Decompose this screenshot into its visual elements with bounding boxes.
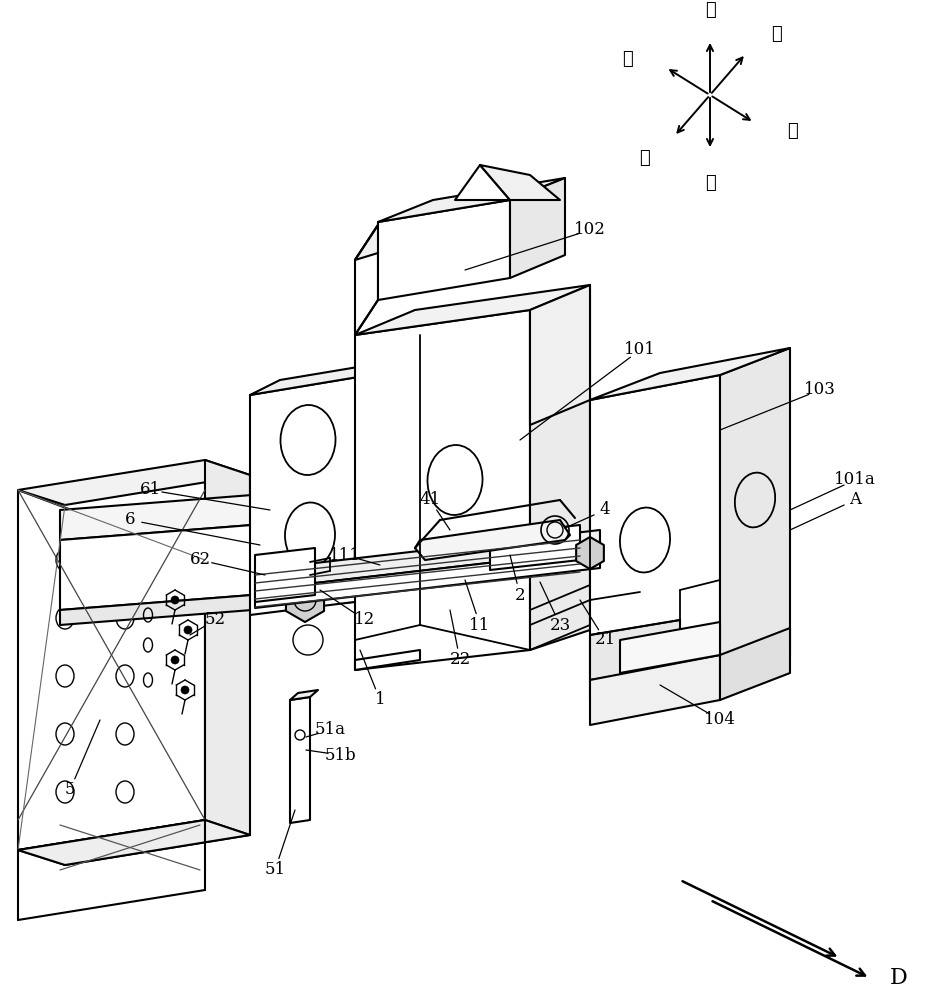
Text: 62: 62 <box>189 552 211 568</box>
Text: 51a: 51a <box>314 722 345 738</box>
Polygon shape <box>355 310 530 670</box>
Text: D: D <box>890 967 908 989</box>
Text: 上: 上 <box>704 1 716 19</box>
Polygon shape <box>60 560 700 625</box>
Polygon shape <box>490 525 580 570</box>
Polygon shape <box>370 360 400 600</box>
Text: 11: 11 <box>469 616 491 634</box>
Text: 2: 2 <box>515 586 525 603</box>
Text: 51b: 51b <box>324 746 355 764</box>
Polygon shape <box>290 697 310 823</box>
Polygon shape <box>590 655 720 725</box>
Polygon shape <box>250 360 400 395</box>
Polygon shape <box>577 537 604 569</box>
Polygon shape <box>60 490 700 610</box>
Text: 51: 51 <box>264 861 285 879</box>
Polygon shape <box>18 460 250 505</box>
Text: 1: 1 <box>375 692 385 708</box>
Text: 4: 4 <box>600 502 610 518</box>
Text: 23: 23 <box>550 616 571 634</box>
Text: 101a: 101a <box>834 472 876 488</box>
Polygon shape <box>355 218 400 260</box>
Polygon shape <box>18 820 250 865</box>
Text: 左: 左 <box>622 50 633 68</box>
Polygon shape <box>590 348 790 400</box>
Text: 12: 12 <box>355 611 376 629</box>
Circle shape <box>171 656 179 664</box>
Text: 后: 后 <box>638 149 649 167</box>
Polygon shape <box>285 578 324 622</box>
Polygon shape <box>720 348 790 680</box>
Text: 21: 21 <box>594 632 616 648</box>
Polygon shape <box>620 622 720 673</box>
Polygon shape <box>60 460 700 540</box>
Text: 61: 61 <box>139 482 160 498</box>
Text: 101: 101 <box>624 342 656 359</box>
Text: 6: 6 <box>125 512 135 528</box>
Text: 22: 22 <box>450 652 470 668</box>
Text: A: A <box>849 491 861 508</box>
Text: 41: 41 <box>419 491 440 508</box>
Polygon shape <box>205 460 250 835</box>
Polygon shape <box>18 820 250 865</box>
Text: 104: 104 <box>704 712 736 728</box>
Polygon shape <box>455 165 510 200</box>
Polygon shape <box>378 178 565 222</box>
Polygon shape <box>255 548 315 602</box>
Polygon shape <box>250 375 370 615</box>
Text: 前: 前 <box>771 25 781 43</box>
Polygon shape <box>355 225 378 335</box>
Polygon shape <box>255 530 600 590</box>
Polygon shape <box>378 200 510 300</box>
Polygon shape <box>590 375 720 700</box>
Polygon shape <box>720 628 790 700</box>
Polygon shape <box>530 285 590 425</box>
Text: 111: 111 <box>329 546 361 564</box>
Polygon shape <box>290 690 318 700</box>
Text: 右: 右 <box>787 122 798 140</box>
Polygon shape <box>530 285 590 650</box>
Polygon shape <box>480 165 560 200</box>
Polygon shape <box>510 178 565 278</box>
Polygon shape <box>355 650 420 670</box>
Text: 52: 52 <box>204 611 226 629</box>
Circle shape <box>171 596 179 604</box>
Polygon shape <box>18 490 205 850</box>
Text: 102: 102 <box>574 222 606 238</box>
Text: 5: 5 <box>64 782 76 798</box>
Text: 103: 103 <box>804 381 836 398</box>
Polygon shape <box>590 620 680 680</box>
Text: 下: 下 <box>704 174 716 192</box>
Polygon shape <box>415 520 570 560</box>
Polygon shape <box>355 285 590 335</box>
Circle shape <box>181 686 189 694</box>
Polygon shape <box>255 550 600 608</box>
Circle shape <box>184 626 192 634</box>
